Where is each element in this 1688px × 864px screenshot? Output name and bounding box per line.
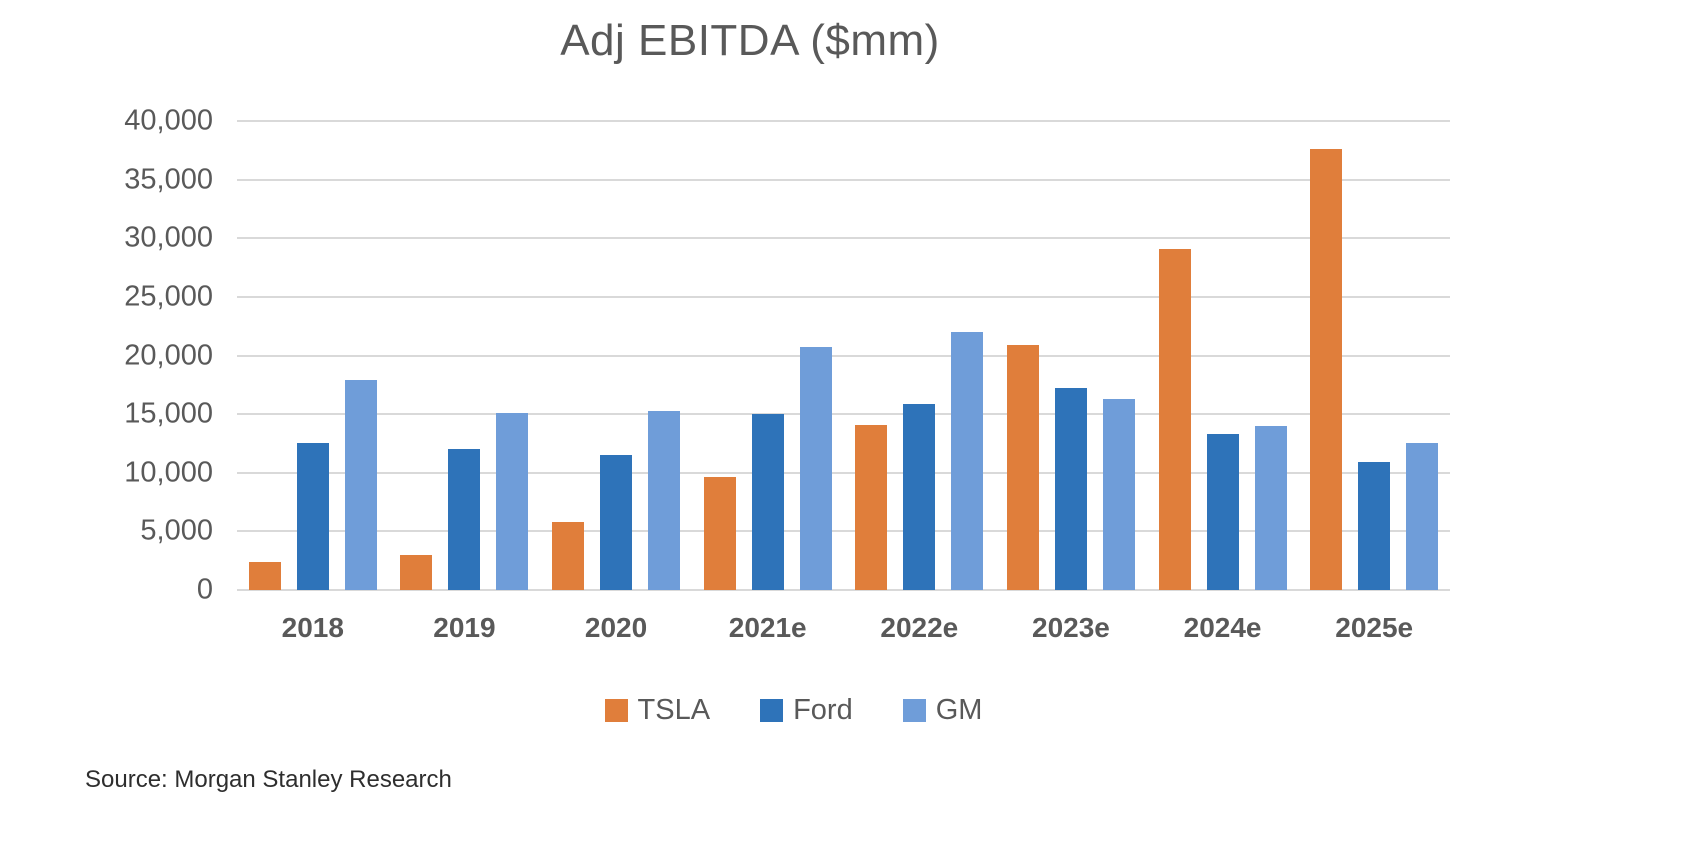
bar-ford-2024e	[1206, 434, 1239, 590]
gridline	[237, 295, 1450, 298]
y-tick-label: 10,000	[124, 456, 213, 489]
gridline	[237, 237, 1450, 240]
bar-tsla-2025e	[1310, 149, 1343, 590]
x-tick-label-2024e: 2024e	[1183, 612, 1262, 643]
bar-gm-2018	[344, 380, 377, 590]
y-axis: 0 5,000 10,000 15,000 20,000 25,000 30,000 35,0…	[0, 106, 213, 604]
bar-gm-2022e	[951, 332, 984, 590]
plot-area	[237, 120, 1450, 591]
bar-ford-2021e	[751, 414, 784, 590]
bar-gm-2025e	[1406, 443, 1439, 590]
legend-swatch-gm	[902, 699, 926, 722]
bar-group-2022e	[844, 121, 996, 590]
x-tick-label-2021e: 2021e	[728, 612, 807, 643]
x-tick-label-2023e: 2023e	[1032, 612, 1110, 643]
bar-tsla-2018	[248, 561, 281, 590]
bar-ford-2019	[448, 449, 481, 590]
gridline	[237, 530, 1450, 533]
legend-item-ford: Ford	[760, 694, 853, 727]
bar-group-2023e	[995, 121, 1147, 590]
bar-groups	[237, 121, 1450, 590]
gridline	[237, 120, 1450, 122]
gridline	[237, 354, 1450, 357]
bar-ford-2018	[296, 443, 329, 590]
bar-tsla-2020	[552, 522, 585, 590]
bar-tsla-2021e	[703, 477, 736, 590]
bar-tsla-2024e	[1158, 248, 1191, 590]
x-tick-label-2025e: 2025e	[1335, 612, 1414, 643]
source-note: Source: Morgan Stanley Research	[85, 766, 452, 793]
y-tick-label: 40,000	[124, 104, 213, 137]
bar-group-2019	[389, 121, 541, 590]
bar-tsla-2019	[400, 554, 433, 590]
y-tick-label: 25,000	[124, 280, 213, 313]
bar-tsla-2023e	[1006, 344, 1039, 590]
legend-label-ford: Ford	[793, 694, 853, 726]
bar-group-2021e	[692, 121, 844, 590]
gridline	[237, 178, 1450, 181]
bar-gm-2021e	[799, 347, 832, 590]
bar-ford-2022e	[903, 403, 936, 590]
bar-ford-2023e	[1054, 388, 1087, 590]
y-tick-label: 0	[196, 573, 213, 606]
y-tick-label: 20,000	[124, 339, 213, 371]
y-tick-label: 5,000	[140, 514, 213, 547]
x-tick-label-2018: 2018	[281, 612, 344, 643]
bar-group-2020	[540, 121, 692, 590]
bar-gm-2019	[496, 412, 529, 590]
legend-label-gm: GM	[935, 694, 983, 726]
y-tick-label: 30,000	[124, 221, 213, 254]
bar-group-2018	[237, 121, 389, 590]
y-tick-label: 15,000	[124, 397, 213, 430]
x-tick-label-2022e: 2022e	[880, 612, 959, 643]
x-axis: 2018 2019 2020 2021e 2022e 2023e 2024e 2025e	[237, 612, 1450, 644]
gridline	[237, 471, 1450, 474]
legend-item-tsla: TSLA	[604, 694, 711, 727]
bar-gm-2024e	[1254, 425, 1287, 590]
bar-tsla-2022e	[855, 424, 888, 590]
y-tick-label: 35,000	[124, 163, 213, 196]
bar-group-2025e	[1298, 121, 1450, 590]
legend-label-tsla: TSLA	[637, 694, 711, 726]
legend-swatch-tsla	[604, 699, 628, 722]
x-tick-label-2020: 2020	[584, 612, 648, 643]
legend: TSLA Ford GM	[187, 694, 1400, 727]
chart-title: Adj EBITDA ($mm)	[560, 16, 940, 65]
gridline	[237, 413, 1450, 416]
bar-gm-2020	[648, 410, 681, 590]
bar-gm-2023e	[1102, 398, 1135, 590]
x-tick-label-2019: 2019	[433, 612, 496, 643]
legend-item-gm: GM	[902, 694, 983, 727]
bar-group-2024e	[1147, 121, 1299, 590]
legend-swatch-ford	[760, 699, 784, 722]
gridline	[237, 589, 1450, 591]
bar-ford-2020	[600, 455, 633, 590]
bar-ford-2025e	[1358, 462, 1391, 590]
